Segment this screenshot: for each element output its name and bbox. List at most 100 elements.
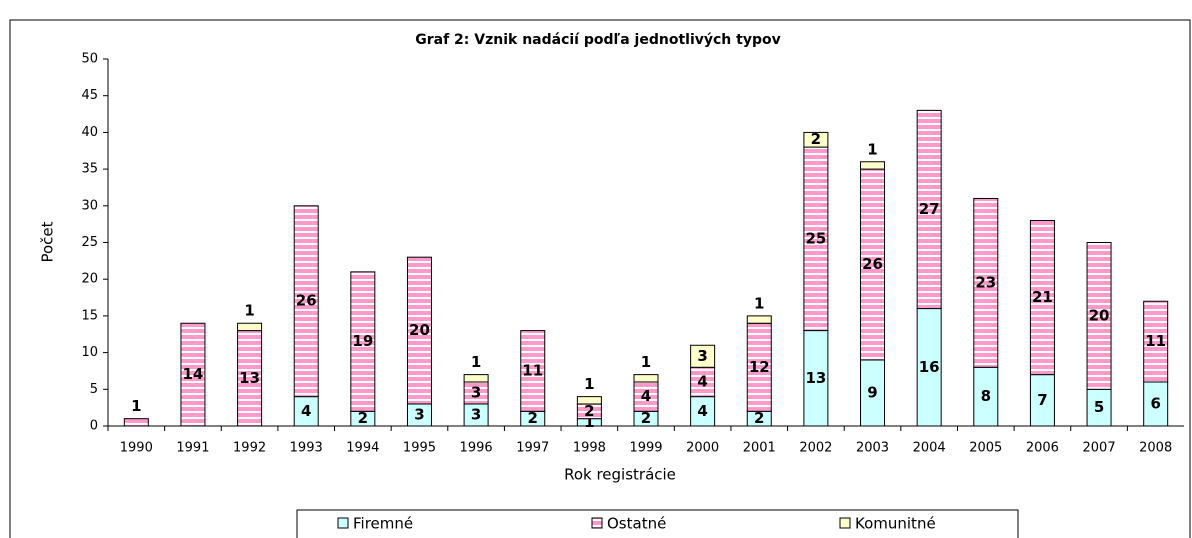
data-label: 1 [244, 302, 254, 320]
y-tick-label: 35 [81, 162, 98, 177]
data-label: 3 [471, 405, 481, 423]
data-label: 5 [1094, 398, 1104, 416]
data-label: 1 [867, 140, 877, 158]
y-tick-label: 50 [81, 52, 98, 67]
x-tick-label: 2005 [969, 441, 1002, 456]
bar-segment [1086, 388, 1112, 427]
y-tick-label: 5 [90, 382, 98, 397]
data-label: 1 [641, 353, 651, 371]
data-label: 9 [867, 383, 877, 401]
bar-segment [1143, 381, 1169, 427]
legend-label: Ostatné [607, 515, 666, 533]
data-label: 2 [528, 409, 538, 427]
bar-segment [860, 168, 886, 361]
x-tick-label: 2000 [686, 441, 719, 456]
bar-segment [180, 322, 206, 427]
x-tick-label: 1992 [233, 441, 266, 456]
legend-swatch [591, 517, 603, 529]
data-label: 16 [919, 358, 940, 376]
y-tick-label: 20 [81, 272, 98, 287]
bar-segment [690, 366, 716, 398]
legend-label: Firemné [353, 515, 413, 533]
x-tick-label: 1990 [120, 441, 153, 456]
data-label: 1 [471, 353, 481, 371]
y-tick-label: 25 [81, 235, 98, 250]
chart-frame [9, 19, 1191, 538]
bar-segment [1143, 300, 1169, 383]
data-label: 8 [981, 387, 991, 405]
bar-segment [803, 131, 829, 148]
x-tick-label: 2001 [743, 441, 776, 456]
bar-segment [1029, 219, 1055, 376]
x-tick-label: 2008 [1139, 441, 1172, 456]
bar-segment [350, 271, 376, 412]
data-label: 20 [409, 321, 430, 339]
x-tick-label: 2002 [799, 441, 832, 456]
legend-swatch [839, 517, 851, 529]
data-label: 4 [697, 402, 707, 420]
data-label: 20 [1089, 306, 1110, 324]
data-label: 6 [1150, 394, 1160, 412]
data-label: 13 [805, 369, 826, 387]
data-label: 3 [471, 383, 481, 401]
data-label: 13 [239, 369, 260, 387]
x-tick-label: 1997 [516, 441, 549, 456]
data-label: 11 [522, 361, 543, 379]
x-axis-title: Rok registrácie [564, 466, 676, 484]
bar-segment [520, 330, 546, 412]
bar-segment [237, 322, 263, 332]
bar-segment [690, 396, 716, 427]
data-label: 2 [584, 402, 594, 420]
bar-segment [123, 418, 149, 427]
data-label: 4 [641, 387, 651, 405]
bar-segment [463, 374, 489, 383]
y-axis-title: Počet [39, 221, 57, 262]
x-tick-label: 1991 [176, 441, 209, 456]
x-tick-label: 1998 [573, 441, 606, 456]
bar-segment [633, 374, 659, 383]
bar-segment [1086, 242, 1112, 390]
bar-segment [803, 146, 829, 332]
data-label: 2 [358, 409, 368, 427]
data-label: 2 [641, 409, 651, 427]
data-label: 19 [352, 332, 373, 350]
chart-title: Graf 2: Vznik nadácií podľa jednotlivých… [415, 32, 780, 48]
bar-segment [237, 330, 263, 427]
x-tick-label: 2006 [1026, 441, 1059, 456]
x-tick-label: 1993 [290, 441, 323, 456]
x-tick-label: 1999 [629, 441, 662, 456]
bar-segment [1029, 374, 1055, 427]
y-tick-label: 45 [81, 88, 98, 103]
x-tick-label: 1996 [460, 441, 493, 456]
bar-segment [803, 330, 829, 427]
x-tick-label: 2004 [913, 441, 946, 456]
data-label: 1 [754, 294, 764, 312]
x-tick-label: 1995 [403, 441, 436, 456]
data-label: 12 [749, 358, 770, 376]
bar-segment [860, 161, 886, 170]
data-label: 1 [584, 375, 594, 393]
bar-segment [690, 344, 716, 368]
bar-segment [916, 308, 942, 427]
data-label: 4 [697, 372, 707, 390]
bar-segment [576, 396, 602, 405]
bar-segment [746, 315, 772, 324]
y-tick-label: 0 [90, 419, 98, 434]
data-label: 3 [414, 405, 424, 423]
data-label: 23 [975, 273, 996, 291]
data-label: 27 [919, 200, 940, 218]
x-tick-label: 2007 [1083, 441, 1116, 456]
bar-segment [293, 205, 319, 398]
x-tick-label: 1994 [346, 441, 379, 456]
bar-segment [973, 197, 999, 368]
y-tick-label: 15 [81, 308, 98, 323]
data-label: 11 [1145, 332, 1166, 350]
data-label: 4 [301, 402, 311, 420]
data-label: 21 [1032, 288, 1053, 306]
data-label: 2 [811, 130, 821, 148]
bar-segment [406, 256, 432, 405]
legend-swatch [337, 517, 349, 529]
data-label: 26 [862, 255, 883, 273]
x-tick-label: 2003 [856, 441, 889, 456]
